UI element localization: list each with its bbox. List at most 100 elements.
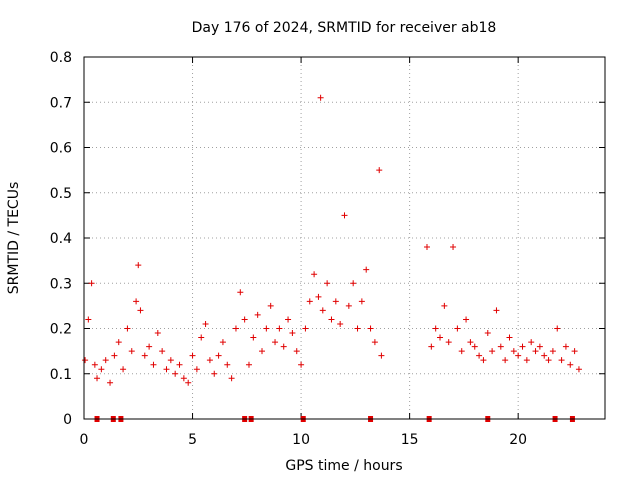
data-point xyxy=(228,375,235,382)
data-point xyxy=(324,280,331,287)
data-point xyxy=(345,302,352,309)
data-point xyxy=(94,375,101,382)
data-point xyxy=(528,339,535,346)
data-point xyxy=(328,316,335,323)
data-point xyxy=(506,334,513,341)
data-point xyxy=(232,325,239,332)
data-point xyxy=(189,352,196,359)
data-point xyxy=(250,334,257,341)
data-point xyxy=(554,325,561,332)
data-point xyxy=(363,266,370,273)
data-point xyxy=(562,343,569,350)
data-point xyxy=(280,343,287,350)
data-point xyxy=(337,320,344,327)
x-tick-label: 15 xyxy=(401,432,419,448)
data-point xyxy=(224,361,231,368)
data-point xyxy=(245,361,252,368)
data-point xyxy=(358,298,365,305)
data-point xyxy=(276,325,283,332)
data-point xyxy=(423,244,430,251)
data-point xyxy=(159,348,166,355)
data-point xyxy=(432,325,439,332)
data-point xyxy=(567,361,574,368)
data-point xyxy=(489,348,496,355)
data-point xyxy=(463,316,470,323)
data-point xyxy=(502,357,509,364)
data-point xyxy=(285,316,292,323)
data-point xyxy=(467,339,474,346)
x-tick-label: 10 xyxy=(292,432,310,448)
data-point xyxy=(172,370,179,377)
data-point xyxy=(354,325,361,332)
data-point xyxy=(146,343,153,350)
x-tick-label: 0 xyxy=(80,432,89,448)
chart-title: Day 176 of 2024, SRMTID for receiver ab1… xyxy=(192,20,497,36)
y-tick-label: 0.1 xyxy=(50,367,72,383)
data-point xyxy=(120,366,127,373)
data-point xyxy=(154,330,161,337)
y-tick-label: 0.6 xyxy=(50,141,72,157)
data-point xyxy=(549,348,556,355)
data-point xyxy=(237,289,244,296)
data-point xyxy=(536,343,543,350)
data-point xyxy=(124,325,131,332)
data-point xyxy=(289,330,296,337)
data-point xyxy=(471,343,478,350)
data-point xyxy=(272,339,279,346)
y-tick-label: 0.3 xyxy=(50,276,72,292)
data-point xyxy=(484,330,491,337)
data-point xyxy=(180,375,187,382)
data-point xyxy=(437,334,444,341)
data-point xyxy=(193,366,200,373)
data-point xyxy=(532,348,539,355)
data-point xyxy=(376,167,383,174)
plot-frame xyxy=(83,56,606,420)
data-point xyxy=(519,343,526,350)
data-point xyxy=(98,366,105,373)
x-axis-label: GPS time / hours xyxy=(285,458,402,474)
data-points xyxy=(82,94,582,386)
y-axis-label: SRMTID / TECUs xyxy=(6,182,22,295)
data-point xyxy=(219,339,226,346)
y-tick-label: 0.8 xyxy=(50,50,72,66)
data-point xyxy=(445,339,452,346)
y-tick-label: 0.5 xyxy=(50,186,72,202)
data-point xyxy=(571,348,578,355)
y-tick-label: 0.4 xyxy=(50,231,72,247)
data-point xyxy=(510,348,517,355)
data-point xyxy=(575,366,582,373)
data-point xyxy=(458,348,465,355)
data-point xyxy=(306,298,313,305)
data-point xyxy=(332,298,339,305)
data-point xyxy=(298,361,305,368)
data-point xyxy=(319,307,326,314)
data-point xyxy=(211,370,218,377)
data-point xyxy=(315,293,322,300)
data-point xyxy=(480,357,487,364)
data-point xyxy=(198,334,205,341)
data-point xyxy=(441,302,448,309)
data-point xyxy=(497,343,504,350)
data-point xyxy=(163,366,170,373)
grid-lines xyxy=(84,57,605,419)
data-point xyxy=(202,320,209,327)
data-point xyxy=(523,357,530,364)
data-point xyxy=(111,352,118,359)
data-point xyxy=(102,357,109,364)
data-point xyxy=(293,348,300,355)
data-point xyxy=(206,357,213,364)
y-tick-label: 0.2 xyxy=(50,322,72,338)
data-point xyxy=(350,280,357,287)
data-point xyxy=(450,244,457,251)
data-point xyxy=(107,379,114,386)
data-point xyxy=(267,302,274,309)
axis-ticks: 0 0.1 0.2 0.3 0.4 0.5 0.6 0.7 0.8 0 5 10 15 20 xyxy=(50,50,605,448)
data-point xyxy=(254,311,261,318)
data-point xyxy=(176,361,183,368)
y-tick-label: 0.7 xyxy=(50,95,72,111)
data-point xyxy=(311,271,318,278)
data-point xyxy=(341,212,348,219)
data-point xyxy=(85,316,92,323)
data-point xyxy=(88,280,95,287)
